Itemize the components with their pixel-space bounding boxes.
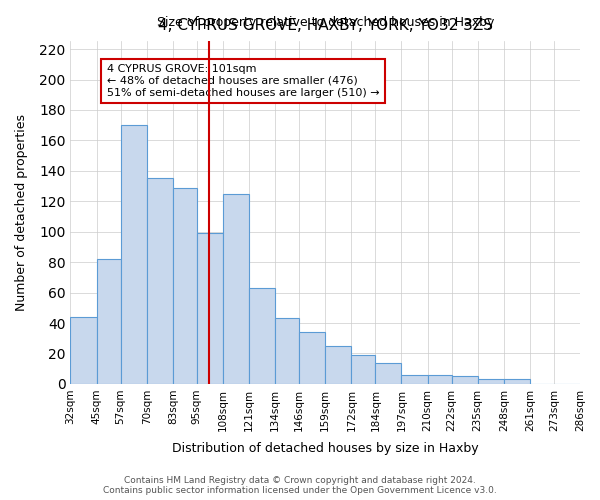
Text: 4 CYPRUS GROVE: 101sqm
← 48% of detached houses are smaller (476)
51% of semi-de: 4 CYPRUS GROVE: 101sqm ← 48% of detached… bbox=[107, 64, 379, 98]
Y-axis label: Number of detached properties: Number of detached properties bbox=[15, 114, 28, 311]
Title: 4, CYPRUS GROVE, HAXBY, YORK, YO32 3ZS: 4, CYPRUS GROVE, HAXBY, YORK, YO32 3ZS bbox=[158, 18, 493, 34]
Bar bbox=[147, 178, 173, 384]
Bar bbox=[173, 188, 197, 384]
Bar bbox=[249, 288, 275, 384]
Bar bbox=[70, 317, 97, 384]
Bar bbox=[223, 194, 249, 384]
Bar bbox=[428, 375, 452, 384]
Bar bbox=[197, 233, 223, 384]
Text: Contains HM Land Registry data © Crown copyright and database right 2024.
Contai: Contains HM Land Registry data © Crown c… bbox=[103, 476, 497, 495]
Bar bbox=[452, 376, 478, 384]
Bar bbox=[121, 125, 147, 384]
Bar bbox=[352, 355, 376, 384]
Bar bbox=[376, 362, 401, 384]
Bar bbox=[478, 380, 504, 384]
Bar bbox=[325, 346, 352, 384]
Bar bbox=[275, 318, 299, 384]
Text: Size of property relative to detached houses in Haxby: Size of property relative to detached ho… bbox=[157, 16, 494, 30]
X-axis label: Distribution of detached houses by size in Haxby: Distribution of detached houses by size … bbox=[172, 442, 479, 455]
Bar bbox=[401, 375, 428, 384]
Bar bbox=[504, 380, 530, 384]
Bar bbox=[299, 332, 325, 384]
Bar bbox=[97, 259, 121, 384]
